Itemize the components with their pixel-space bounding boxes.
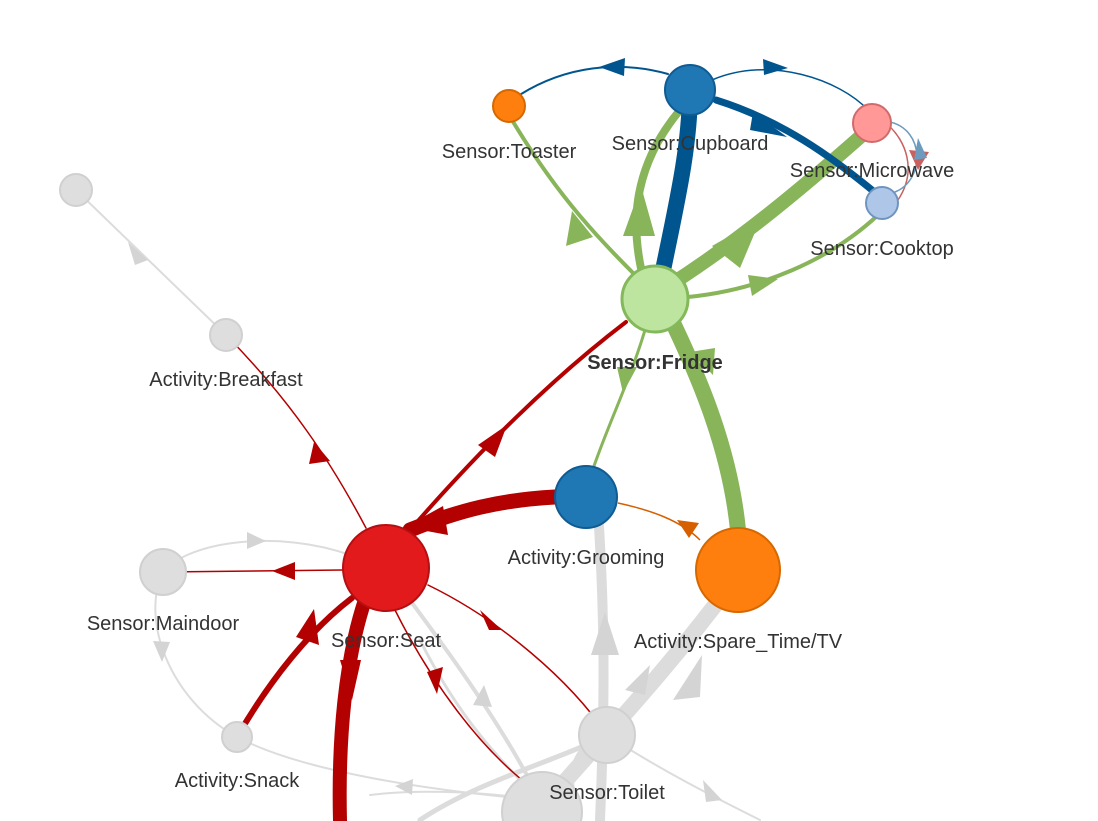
arrowhead-fridge-sparetv [690,348,715,375]
dim-arrowheads [128,242,722,802]
label-breakfast: Activity:Breakfast [149,369,303,391]
edge-fridge-to-sparetv [666,317,746,538]
arrowhead-grooming-sparetv [677,520,699,538]
label-cooktop: Sensor:Cooktop [810,238,953,260]
microwave-cooktop-arrowheads [909,138,929,170]
arrowhead-fridge-cooktop [748,275,778,296]
edge-toilet-to-grooming-dim [593,505,609,821]
edge-toilet-to-seat-dim [418,638,542,802]
node-snack[interactable] [221,721,253,753]
node-cupboard[interactable] [664,64,716,116]
edge-microwave-to-cooktop [887,124,909,201]
arrowhead-dim-5 [703,780,722,802]
edge-grooming-to-sparetv [617,502,701,541]
arrowhead-cupboard-microwave [763,59,788,75]
edge-unnamed-top-to-breakfast [75,189,227,336]
arrowhead-cupboard-cooktop [750,112,787,137]
arrowhead-seat-fridge [478,425,507,457]
node-maindoor[interactable] [139,548,187,596]
node-grooming[interactable] [554,465,618,529]
arrowhead-dim-1 [128,242,148,265]
edge-seat-to-fridge [408,320,628,532]
arrowhead-cupboard-toaster [599,58,625,76]
label-toilet: Sensor:Toilet [549,782,665,804]
cupboard-arrowheads [599,58,788,137]
node-unnamed-hub[interactable] [578,706,636,764]
label-microwave: Sensor:Microwave [790,160,955,182]
node-sparetv[interactable] [695,527,781,613]
edge-seat-to-maindoor [162,569,343,573]
node-toaster[interactable] [492,89,526,123]
arrowhead-grooming-seat [405,506,448,535]
node-seat[interactable] [342,524,430,612]
label-maindoor: Sensor:Maindoor [87,613,240,635]
edge-cupboard-to-toaster [511,65,669,101]
label-cupboard: Sensor:Cupboard [612,133,769,155]
node-breakfast[interactable] [209,318,243,352]
arrowhead-snack-seat [296,609,319,645]
node-fridge[interactable] [620,264,690,334]
arrowhead-dim-8 [473,685,492,707]
seat-arrowheads [272,425,507,700]
edge-fridge-to-grooming [592,328,647,468]
node-toilet[interactable] [501,771,583,821]
label-toaster: Sensor:Toaster [442,141,577,163]
edge-snack-to-seat [234,595,355,740]
edge-cupboard-to-microwave [711,69,869,111]
label-grooming: Activity:Grooming [508,547,665,569]
edge-maindoor-to-seat-dim [162,539,351,573]
arrowhead-seat-toilet [427,667,443,694]
label-snack: Activity:Snack [175,770,300,792]
arrowhead-fridge-grooming [617,367,637,393]
arrowhead-cooktop-microwave [914,138,927,160]
label-fridge: Sensor:Fridge [587,352,723,374]
edge-fridge-to-toaster [510,118,652,292]
arrowhead-dim-3 [153,641,170,662]
arrowhead-seat-offscreen [340,660,361,700]
arrowhead-fridge-toaster [566,211,593,246]
label-seat: Sensor:Seat [331,630,442,652]
node-labels: Sensor:Toaster Sensor:Cupboard Sensor:Mi… [87,133,954,804]
fridge-arrowheads [566,186,778,393]
arrowhead-dim-2 [247,532,266,549]
node-microwave[interactable] [852,103,892,143]
arrowhead-dim-7 [673,655,702,700]
edge-seat-to-toilet [394,609,536,791]
arrowhead-dim-6 [591,612,619,655]
arrowhead-seat-breakfast [309,442,330,464]
edge-maindoor-to-snack-dim [154,571,238,738]
node-cooktop[interactable] [865,186,899,220]
edge-seat-to-breakfast [225,334,367,529]
arrowhead-dim-4 [395,779,413,795]
edge-seat-to-offscreen [332,593,372,821]
arrowhead-fridge-cupboard [623,186,655,236]
nodes [59,64,899,821]
edge-fridge-to-microwave [663,123,875,292]
arrowhead-seat-hub [480,610,502,630]
arrowhead-dim-9 [625,665,650,695]
arrowhead-fridge-microwave [712,218,761,268]
label-sparetv: Activity:Spare_Time/TV [634,631,843,653]
edge-fridge-to-cooktop [686,213,880,299]
seat-edges [162,320,628,821]
arrowhead-seat-maindoor [272,562,295,580]
node-unnamed-top[interactable] [59,173,93,207]
edge-cupboard-to-cooktop [712,96,882,199]
